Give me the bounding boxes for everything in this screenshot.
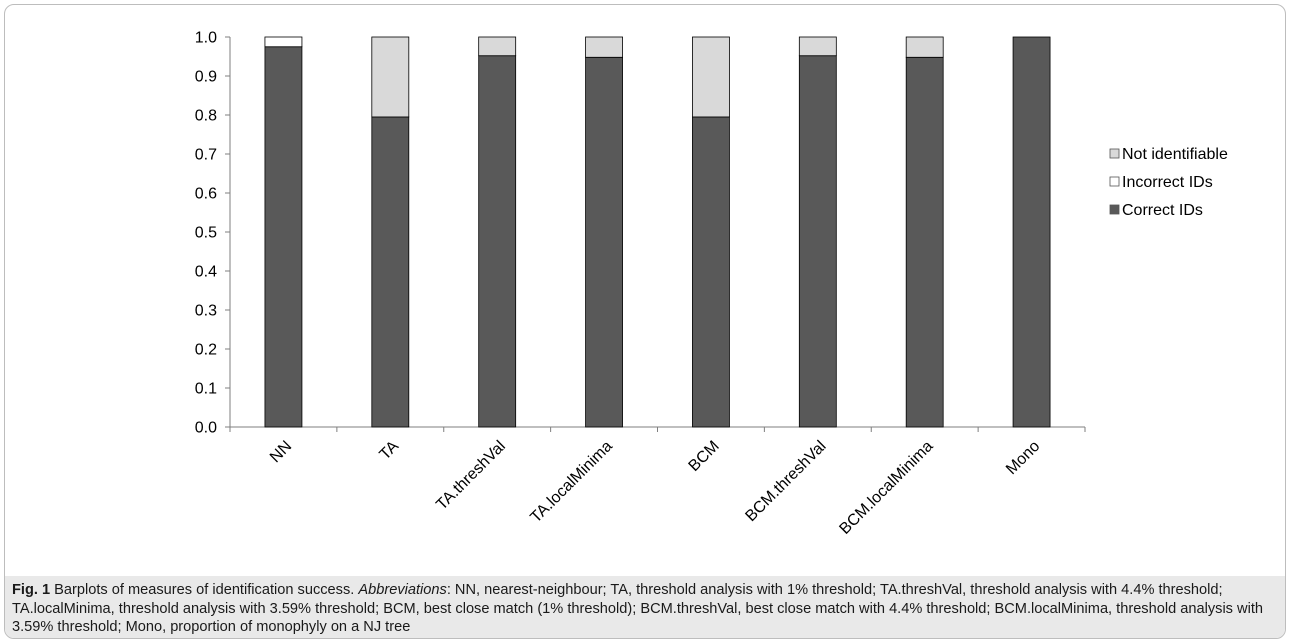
caption-label: Fig. 1 (12, 582, 51, 598)
y-tick-label: 0.3 (195, 303, 217, 320)
x-tick-label: TA.threshVal (433, 438, 509, 514)
y-tick-label: 0.0 (195, 420, 217, 437)
caption-title: Barplots of measures of identification s… (54, 582, 355, 598)
caption-abbreviations-label: Abbreviations (358, 582, 447, 598)
bar-segment-correct-ids (905, 56, 944, 428)
caption-text: : NN, nearest-neighbour; TA, threshold a… (12, 582, 1263, 635)
legend-label: Not identifiable (1122, 146, 1228, 163)
x-axis: NN TA TA.threshVal TA.localMinima BCM BCM.thr… (229, 426, 1086, 538)
x-tick-label: Mono (1003, 438, 1043, 478)
caption-band (5, 576, 1285, 638)
bar-segment-incorrect-ids (264, 36, 303, 48)
bar-segment-not-identifiable (371, 36, 410, 118)
bar-segment-not-identifiable (692, 36, 730, 118)
legend-swatch (1109, 176, 1120, 187)
y-tick-label: 0.4 (195, 264, 217, 281)
legend: Not identifiable Incorrect IDs Correct IDs (1109, 146, 1228, 219)
bar-segment-not-identifiable (585, 36, 623, 58)
y-axis: 0.0 0.1 0.2 0.3 0.4 0.5 0.6 0.7 0.8 0.9 1.0 (195, 30, 231, 437)
stacked-bar-chart: 0.0 0.1 0.2 0.3 0.4 0.5 0.6 0.7 0.8 0.9 1.0 NN TA TA… (195, 30, 1228, 538)
bar-segment-not-identifiable (478, 36, 517, 57)
legend-label: Incorrect IDs (1122, 174, 1213, 191)
y-tick-label: 0.6 (195, 186, 217, 203)
bar-segment-correct-ids (371, 116, 410, 428)
bar-segment-correct-ids (1012, 36, 1051, 428)
y-tick-label: 0.1 (195, 381, 217, 398)
bars (264, 36, 1051, 428)
bar-segment-not-identifiable (798, 36, 837, 57)
bar-segment-correct-ids (798, 55, 837, 428)
x-tick-label: NN (267, 438, 295, 466)
x-tick-label: TA (376, 438, 402, 464)
x-tick-label: TA.localMinima (527, 438, 616, 527)
figure-caption: Fig. 1 Barplots of measures of identific… (12, 581, 1280, 637)
bar-segment-not-identifiable (905, 36, 944, 58)
x-tick-label: BCM (686, 438, 723, 475)
y-tick-label: 0.8 (195, 108, 217, 125)
bar-segment-correct-ids (692, 116, 730, 428)
bar-segment-correct-ids (478, 55, 517, 428)
legend-swatch (1109, 204, 1120, 215)
y-tick-label: 1.0 (195, 30, 217, 47)
y-tick-label: 0.7 (195, 147, 217, 164)
bar-segment-correct-ids (585, 56, 623, 428)
x-tick-label: BCM.threshVal (742, 438, 829, 525)
x-tick-label: BCM.localMinima (836, 438, 936, 538)
figure-frame (4, 4, 1286, 639)
bar-segment-correct-ids (264, 46, 303, 428)
y-tick-label: 0.9 (195, 69, 217, 86)
legend-swatch (1109, 148, 1120, 159)
y-tick-label: 0.2 (195, 342, 217, 359)
legend-label: Correct IDs (1122, 202, 1203, 219)
y-tick-label: 0.5 (195, 225, 217, 242)
